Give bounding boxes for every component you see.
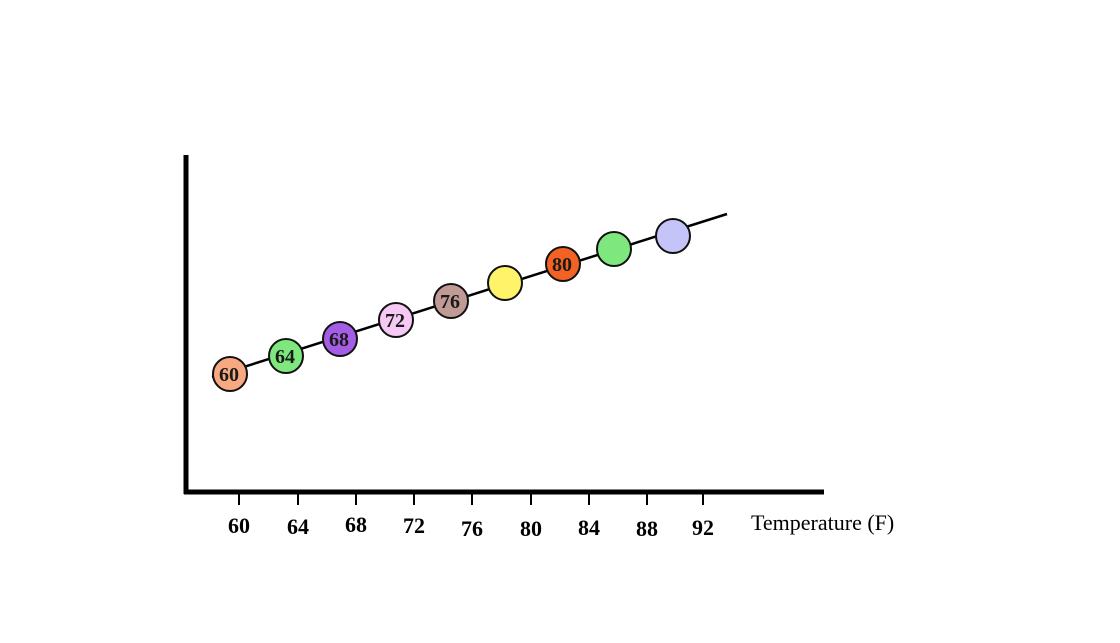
data-point-1 xyxy=(212,356,248,392)
data-point-7 xyxy=(545,246,581,282)
data-point-3 xyxy=(322,321,358,357)
x-tick-label-92: 92 xyxy=(692,515,714,540)
data-point-label-5: 76 xyxy=(440,291,460,313)
data-point-label-2: 64 xyxy=(275,346,295,368)
data-point-2 xyxy=(268,338,304,374)
x-tick-label-80: 80 xyxy=(520,516,542,541)
data-point-9 xyxy=(655,218,691,254)
x-tick-label-60: 60 xyxy=(228,513,250,538)
x-tick-label-84: 84 xyxy=(578,515,600,540)
data-point-label-1: 60 xyxy=(219,364,239,386)
data-point-label-3: 68 xyxy=(329,329,349,351)
data-point-4 xyxy=(378,302,414,338)
x-tick-label-76: 76 xyxy=(461,516,483,541)
x-tick-label-64: 64 xyxy=(287,514,309,539)
data-point-5 xyxy=(433,283,469,319)
data-point-6 xyxy=(487,265,523,301)
x-tick-label-72: 72 xyxy=(403,513,425,538)
x-tick-label-88: 88 xyxy=(636,516,658,541)
x-tick-label-68: 68 xyxy=(345,512,367,537)
data-point-8 xyxy=(596,231,632,267)
data-point-label-7: 80 xyxy=(552,254,572,276)
data-points: 60 64 68 72 76 80 xyxy=(212,218,691,392)
data-point-label-4: 72 xyxy=(385,310,405,332)
x-ticks: 60 64 68 72 76 80 84 88 92 xyxy=(228,492,714,541)
x-axis-label: Temperature (F) xyxy=(751,510,894,535)
